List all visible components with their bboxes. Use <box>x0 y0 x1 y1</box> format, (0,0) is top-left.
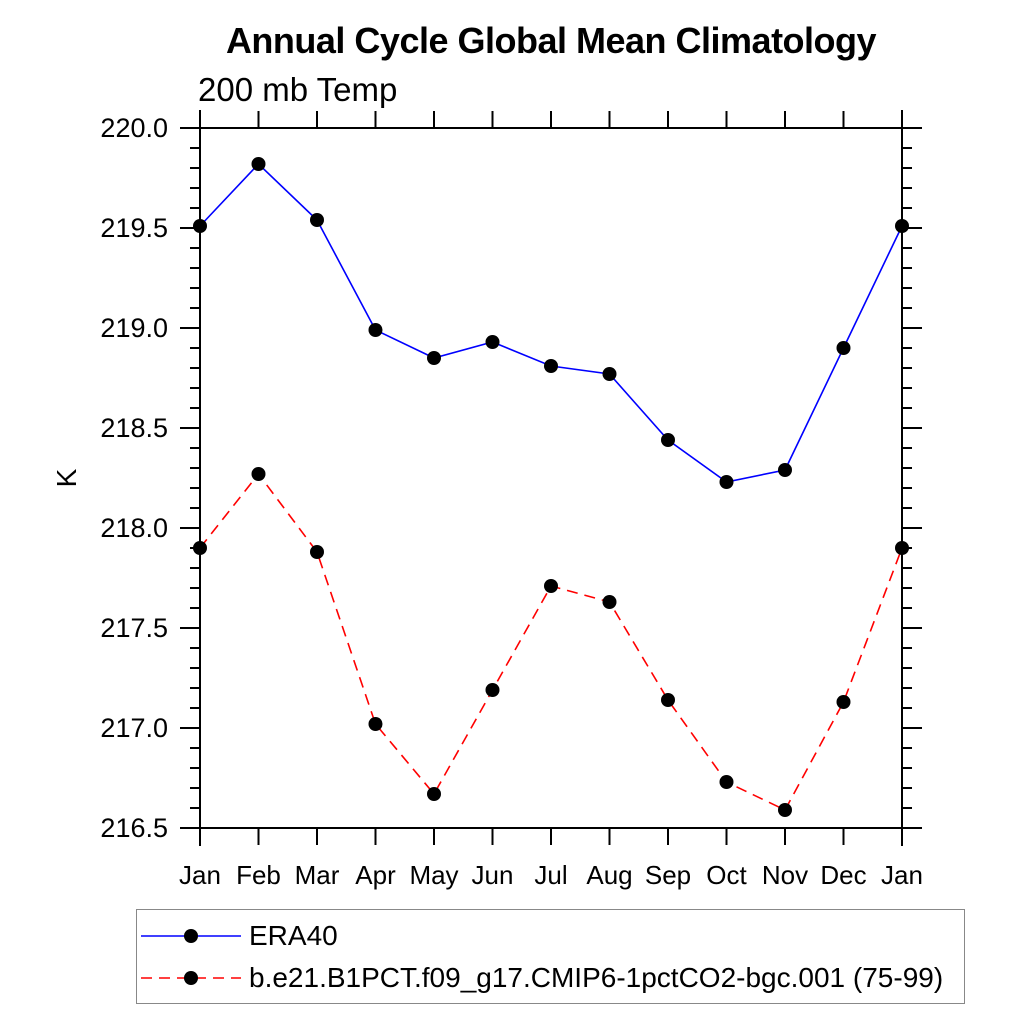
y-tick-label: 219.0 <box>100 313 168 343</box>
x-tick-label: May <box>409 860 458 890</box>
data-point-series-0 <box>427 351 441 365</box>
data-point-series-1 <box>895 541 909 555</box>
y-tick-label: 217.0 <box>100 713 168 743</box>
x-tick-label: Jun <box>472 860 514 890</box>
data-point-series-1 <box>427 787 441 801</box>
x-tick-label: Oct <box>706 860 747 890</box>
data-point-series-0 <box>544 359 558 373</box>
legend-label-model: b.e21.B1PCT.f09_g17.CMIP6-1pctCO2-bgc.00… <box>249 961 944 993</box>
y-tick-label: 218.5 <box>100 413 168 443</box>
x-tick-label: Jul <box>534 860 567 890</box>
data-point-series-0 <box>836 341 851 355</box>
data-point-series-0 <box>251 157 266 171</box>
legend-box: ERA40 b.e21.B1PCT.f09_g17.CMIP6-1pctCO2-… <box>136 909 965 1004</box>
y-tick-label: 216.5 <box>100 813 168 843</box>
model-line-swatch <box>141 970 241 985</box>
x-tick-label: Mar <box>295 860 340 890</box>
data-point-series-0 <box>602 367 617 381</box>
data-point-series-0 <box>368 323 383 337</box>
legend-label-era40: ERA40 <box>249 919 338 951</box>
data-point-series-1 <box>544 579 558 593</box>
y-tick-label: 220.0 <box>100 113 168 143</box>
series-line-1 <box>199 472 903 812</box>
data-point-series-1 <box>836 695 851 709</box>
data-point-series-0 <box>778 463 792 477</box>
data-point-series-1 <box>602 595 617 609</box>
y-tick-label: 218.0 <box>100 513 168 543</box>
chart-title: Annual Cycle Global Mean Climatology <box>225 20 877 61</box>
x-tick-label: Jan <box>179 860 221 890</box>
era40-line-swatch <box>141 928 241 943</box>
data-point-series-1 <box>719 775 734 789</box>
data-point-series-0 <box>193 219 207 233</box>
x-tick-label: Jan <box>881 860 923 890</box>
data-point-series-0 <box>895 219 909 233</box>
chart-subtitle: 200 mb Temp <box>198 71 398 108</box>
data-point-series-0 <box>310 213 324 227</box>
data-point-series-1 <box>368 717 383 731</box>
x-tick-label: Nov <box>762 860 808 890</box>
data-point-series-0 <box>719 475 734 489</box>
x-tick-label: Dec <box>820 860 866 890</box>
data-point-series-0 <box>661 433 675 447</box>
x-tick-label: Feb <box>236 860 281 890</box>
data-point-series-1 <box>251 467 266 481</box>
x-tick-label: Sep <box>645 860 691 890</box>
x-tick-label: Aug <box>586 860 632 890</box>
series-line-0 <box>199 162 903 483</box>
legend-swatch-marker <box>184 928 198 943</box>
y-tick-label: 217.5 <box>100 613 168 643</box>
legend-item-model: b.e21.B1PCT.f09_g17.CMIP6-1pctCO2-bgc.00… <box>141 957 964 999</box>
data-point-series-1 <box>661 693 675 707</box>
data-point-series-1 <box>778 803 792 817</box>
data-point-series-1 <box>485 683 500 697</box>
data-point-series-1 <box>193 541 207 555</box>
data-point-series-1 <box>310 545 324 559</box>
y-tick-label: 219.5 <box>100 213 168 243</box>
data-point-series-0 <box>485 335 500 349</box>
x-tick-label: Apr <box>355 860 396 890</box>
legend-swatch-marker <box>184 970 198 985</box>
legend-item-era40: ERA40 <box>141 915 964 957</box>
